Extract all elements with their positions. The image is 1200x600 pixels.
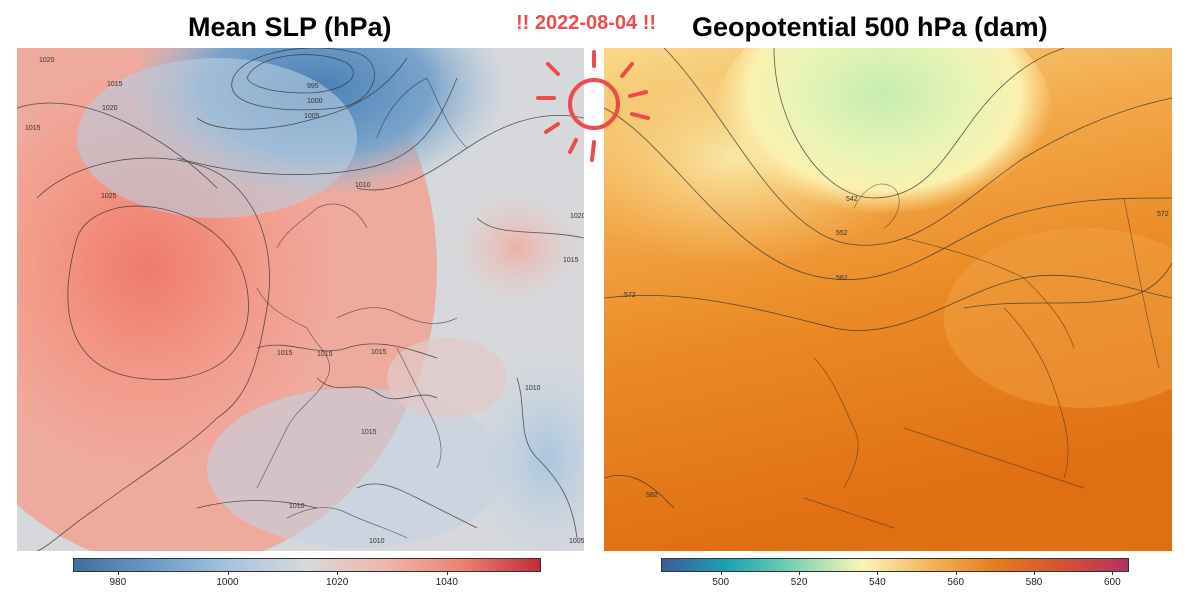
contour-label: 1015 (107, 81, 123, 88)
contour-label: 552 (836, 230, 848, 237)
colorbar-tick-mark (955, 571, 957, 575)
contour-label: 572 (624, 292, 636, 299)
contour-label: 1015 (361, 429, 377, 436)
coastlines-right (803, 183, 1160, 529)
colorbar-tick-label: 560 (947, 577, 965, 588)
contour-label: 1010 (355, 182, 371, 189)
colorbar-tick-mark (227, 571, 229, 575)
geopotential-map-canvas: 542 552 562 572 572 582 (604, 48, 1172, 551)
colorbar-tick-mark (337, 571, 339, 575)
contour-label: 1000 (307, 98, 323, 105)
colorbar-tick-mark (446, 571, 448, 575)
geopotential-panel-title: Geopotential 500 hPa (dam) (692, 12, 1048, 42)
date-badge: !! 2022-08-04 !! (516, 12, 657, 34)
contour-label: 1015 (563, 257, 579, 264)
colorbar-tick-mark (1034, 571, 1036, 575)
colorbar-tick-label: 1000 (216, 577, 239, 588)
contour-label: 1020 (39, 57, 55, 64)
slp-contour-labels: 1020 1015 995 1000 1005 1020 1015 1025 1… (25, 57, 584, 545)
contour-label: 1020 (570, 213, 584, 220)
contour-label: 1010 (525, 385, 541, 392)
colorbar-tick-label: 980 (109, 577, 127, 588)
contour-label: 562 (836, 275, 848, 282)
colorbar-tick-mark (877, 571, 879, 575)
contour-label: 582 (646, 492, 658, 499)
geopotential-contours (604, 48, 1172, 509)
contour-label: 542 (846, 196, 858, 203)
contour-label: 1025 (101, 193, 117, 200)
contour-label: 1015 (317, 351, 333, 358)
colorbar-tick-label: 500 (712, 577, 730, 588)
colorbar-tick-mark (1112, 571, 1114, 575)
contour-label: 1020 (102, 105, 118, 112)
contour-label: 1015 (371, 349, 387, 356)
contour-label: 1010 (369, 538, 385, 545)
colorbar-tick-label: 540 (869, 577, 886, 588)
colorbar-tick-mark (720, 571, 722, 575)
colorbar-tick-label: 1020 (326, 577, 349, 588)
contour-label: 1010 (289, 503, 305, 510)
slp-map: 1020 1015 995 1000 1005 1020 1015 1025 1… (17, 48, 584, 551)
colorbar-tick-label: 600 (1103, 577, 1121, 588)
contour-label: 1005 (304, 113, 320, 120)
geopotential-map: 542 552 562 572 572 582 (604, 48, 1172, 551)
colorbar-tick-mark (799, 571, 801, 575)
coastlines (256, 77, 468, 539)
isobar-lines (17, 48, 584, 551)
slp-colorbar (73, 558, 541, 572)
contour-label: 1015 (277, 350, 293, 357)
colorbar-tick-label: 1040 (435, 577, 458, 588)
geopotential-contour-labels: 542 552 562 572 572 582 (624, 196, 1169, 499)
contour-label: 572 (1157, 211, 1169, 218)
slp-map-canvas: 1020 1015 995 1000 1005 1020 1015 1025 1… (17, 48, 584, 551)
contour-label: 1015 (25, 125, 41, 132)
colorbar-tick-mark (117, 571, 119, 575)
colorbar-tick-label: 520 (790, 577, 808, 588)
geopotential-colorbar (661, 558, 1129, 572)
colorbar-tick-label: 580 (1025, 577, 1043, 588)
contour-label: 995 (307, 83, 319, 90)
contour-label: 1005 (569, 538, 584, 545)
slp-panel-title: Mean SLP (hPa) (188, 12, 392, 42)
